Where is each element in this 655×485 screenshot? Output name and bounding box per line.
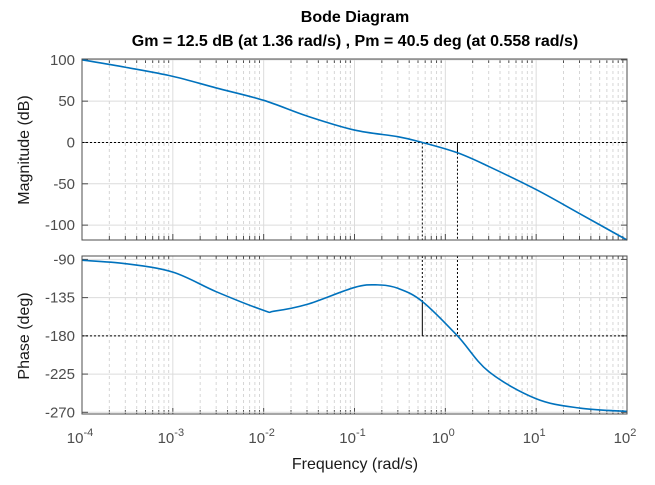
x-tick-label: 10-4 [67, 427, 93, 447]
x-tick-label: 10-1 [339, 427, 365, 447]
phase-y-tick-label: -135 [45, 290, 75, 307]
x-tick-label: 10-2 [248, 427, 274, 447]
phase-y-tick-label: -225 [45, 366, 75, 383]
chart-subtitle: Gm = 12.5 dB (at 1.36 rad/s) , Pm = 40.5… [132, 33, 578, 50]
magnitude-axes-box [81, 58, 628, 241]
x-tick-label: 102 [614, 427, 637, 447]
phase-panel: -90 -135 -180 -225 -270 [45, 251, 628, 421]
chart-title: Bode Diagram [301, 9, 409, 26]
magnitude-y-tick-label: 50 [58, 93, 75, 110]
phase-series-line [81, 259, 628, 413]
phase-y-tick-label: -90 [53, 251, 75, 268]
magnitude-series-line [81, 59, 628, 241]
x-tick-label: 101 [523, 427, 546, 447]
magnitude-y-tick-label: 0 [67, 134, 75, 151]
magnitude-y-tick-label: 100 [50, 52, 75, 69]
phase-y-tick-label: -180 [45, 328, 75, 345]
magnitude-panel: 100 50 0 -50 -100 [45, 52, 628, 241]
phase-y-label: Phase (deg) [16, 292, 33, 379]
x-axis-label: Frequency (rad/s) [292, 456, 418, 473]
x-tick-label: 10-3 [158, 427, 184, 447]
magnitude-y-tick-label: -100 [45, 217, 75, 234]
x-tick-label: 100 [432, 427, 455, 447]
phase-axes-box [81, 255, 628, 415]
magnitude-y-tick-label: -50 [53, 176, 75, 193]
magnitude-y-label: Magnitude (dB) [16, 95, 33, 204]
phase-y-tick-label: -270 [45, 404, 75, 421]
